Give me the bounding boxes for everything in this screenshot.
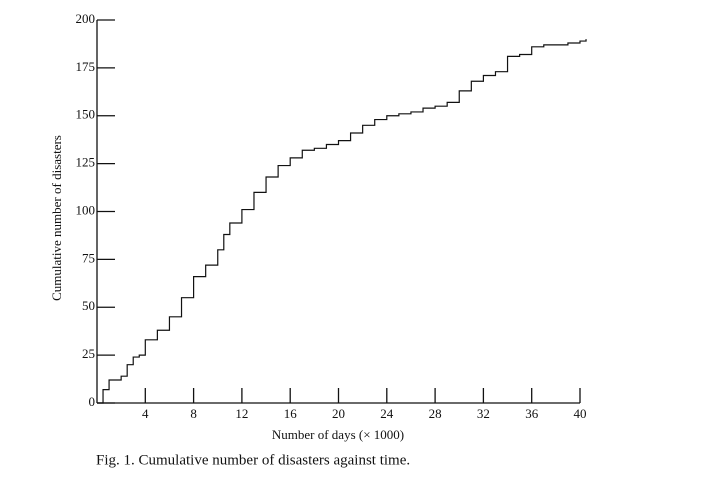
x-tick-label: 16 bbox=[284, 406, 298, 421]
x-axis-label: Number of days (× 1000) bbox=[272, 427, 404, 442]
y-tick-label: 175 bbox=[76, 59, 96, 74]
y-tick-label: 75 bbox=[82, 250, 95, 265]
y-axis-label: Cumulative number of disasters bbox=[49, 135, 64, 301]
y-tick-label: 25 bbox=[82, 346, 95, 361]
x-tick-label: 20 bbox=[332, 406, 345, 421]
x-tick-label: 8 bbox=[190, 406, 197, 421]
x-tick-label: 28 bbox=[429, 406, 442, 421]
y-tick-label: 125 bbox=[76, 155, 96, 170]
cumulative-line bbox=[97, 39, 587, 404]
x-tick-label: 24 bbox=[380, 406, 394, 421]
y-tick-label: 150 bbox=[76, 107, 96, 122]
caption: Fig. 1. Cumulative number of disasters a… bbox=[96, 452, 410, 468]
y-tick-label: 200 bbox=[76, 11, 96, 26]
x-tick-label: 36 bbox=[525, 406, 539, 421]
x-tick-label: 32 bbox=[477, 406, 490, 421]
x-tick-label: 12 bbox=[235, 406, 248, 421]
x-tick-label: 40 bbox=[574, 406, 587, 421]
x-tick-label: 4 bbox=[142, 406, 149, 421]
y-tick-label: 50 bbox=[82, 298, 95, 313]
y-tick-label: 0 bbox=[89, 394, 96, 409]
y-tick-label: 100 bbox=[76, 202, 96, 217]
